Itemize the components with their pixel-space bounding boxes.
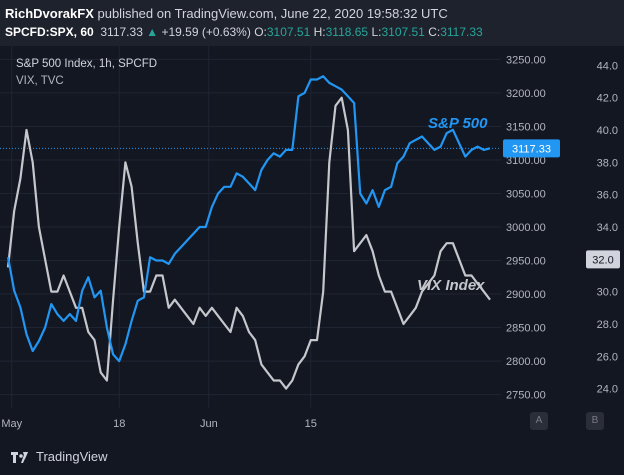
chart-canvas[interactable]: 3250.00 3200.00 3150.00 3100.00 3050.00 3000.… <box>0 0 624 440</box>
spx-last-value: 3117.33 <box>512 143 551 155</box>
publish-info: RichDvorakFX published on TradingView.co… <box>5 6 448 21</box>
low-label: L: <box>371 25 382 39</box>
vix-tick-label: 36.0 <box>597 190 618 202</box>
vix-tick-label: 34.0 <box>597 222 618 234</box>
vix-last-badge <box>586 250 620 269</box>
time-tick-label: Jun <box>200 418 218 430</box>
time-axis[interactable]: May 18 Jun 15 <box>1 418 317 430</box>
vix-tick-label: 28.0 <box>597 319 618 331</box>
spx-annotation: S&P 500 <box>428 115 488 132</box>
high-value: 3118.65 <box>325 25 369 39</box>
spx-tick-label: 2900.00 <box>506 289 546 301</box>
last-value-badges: 3117.33 32.0 <box>503 139 620 269</box>
spx-tick-label: 2950.00 <box>506 256 546 268</box>
vix-tick-label: 24.0 <box>597 384 618 396</box>
auto-scale-button[interactable]: A <box>530 412 548 430</box>
vix-tick-label: 26.0 <box>597 351 618 363</box>
vix-tick-label: 40.0 <box>597 125 618 137</box>
high-label: H: <box>313 25 326 39</box>
spx-tick-label: 3250.00 <box>506 54 546 66</box>
legend-spx[interactable]: S&P 500 Index, 1h, SPCFD <box>16 58 158 70</box>
annotations: S&P 500 VIX Index <box>417 115 488 294</box>
vix-tick-label: 42.0 <box>597 93 618 105</box>
open-value: 3107.51 <box>266 25 311 39</box>
grid <box>0 46 502 408</box>
spx-price-axis[interactable]: 3250.00 3200.00 3150.00 3100.00 3050.00 3000.… <box>506 54 546 401</box>
tradingview-logo[interactable]: TradingView <box>10 449 108 464</box>
vix-tick-label: 30.0 <box>597 287 618 299</box>
close-label: C: <box>428 25 441 39</box>
time-tick-label: 18 <box>113 418 125 430</box>
time-tick-label: 15 <box>305 418 317 430</box>
spx-tick-label: 3000.00 <box>506 222 546 234</box>
close-value: 3117.33 <box>440 25 483 39</box>
spx-tick-label: 2750.00 <box>506 390 546 402</box>
legend-vix[interactable]: VIX, TVC <box>16 75 64 87</box>
vix-annotation: VIX Index <box>417 277 485 294</box>
spx-tick-label: 2850.00 <box>506 323 546 335</box>
legend: S&P 500 Index, 1h, SPCFD VIX, TVC <box>16 56 157 90</box>
spx-tick-label: 3050.00 <box>506 188 546 200</box>
spx-tick-label: 3150.00 <box>506 121 546 133</box>
price-change: +19.59 (+0.63%) <box>161 25 251 39</box>
footer <box>0 440 624 475</box>
price-axis-bg <box>501 46 624 408</box>
up-arrow-icon: ▲ <box>146 25 159 39</box>
publish-date: published on TradingView.com, June 22, 2… <box>93 6 448 21</box>
series-lines <box>6 75 491 390</box>
vix-series-line <box>6 96 491 390</box>
author-name[interactable]: RichDvorakFX <box>5 6 94 21</box>
last-price: 3117.33 <box>100 25 143 39</box>
open-label: O: <box>254 25 267 39</box>
time-tick-label: May <box>1 418 22 430</box>
spx-tick-label: 3100.00 <box>506 155 546 167</box>
vix-last-value: 32.0 <box>592 254 613 266</box>
symbol-label: SPCFD:SPX, 60 <box>5 25 94 39</box>
tradingview-icon <box>11 451 28 463</box>
spx-last-badge <box>503 139 560 158</box>
symbol-quote: SPCFD:SPX, 60 3117.33 ▲ +19.59 (+0.63%) … <box>5 25 483 39</box>
vix-tick-label: 44.0 <box>597 60 618 72</box>
spx-series-line <box>6 75 491 363</box>
spx-tick-label: 2800.00 <box>506 356 546 368</box>
vix-tick-label: 38.0 <box>597 157 618 169</box>
low-value: 3107.51 <box>381 25 425 39</box>
scale-b-button[interactable]: B <box>586 412 604 430</box>
chart-header: RichDvorakFX published on TradingView.co… <box>0 0 624 46</box>
spx-tick-label: 3200.00 <box>506 88 546 100</box>
brand-name: TradingView <box>36 449 108 464</box>
